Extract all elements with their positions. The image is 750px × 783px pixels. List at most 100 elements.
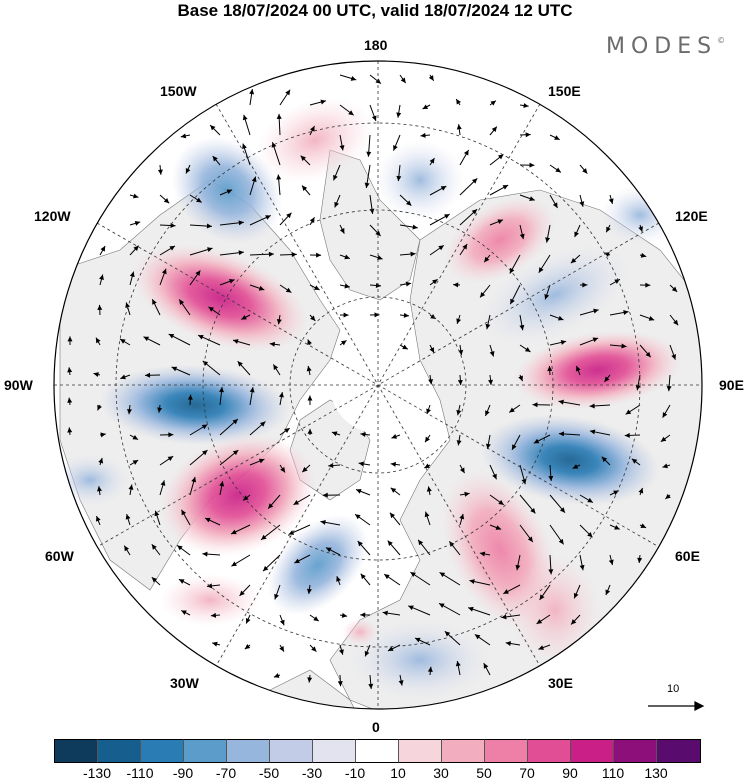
wind-vector-head <box>133 245 139 251</box>
wind-vector-head <box>232 450 239 456</box>
wind-vector-head <box>169 245 175 251</box>
wind-vector-head <box>238 220 244 226</box>
wind-vector-head <box>605 589 611 596</box>
wind-vector-head <box>491 126 497 132</box>
positive-anomaly-cell <box>160 434 316 556</box>
wind-vector-head <box>249 387 255 393</box>
wind-vector-head <box>143 336 150 342</box>
colorbar-swatch <box>570 739 614 763</box>
wind-vector-head <box>218 387 224 393</box>
wind-vector-head <box>244 644 251 650</box>
wind-vector-head <box>474 634 481 640</box>
wind-vector-head <box>322 492 328 498</box>
wind-vector-head <box>459 513 465 520</box>
wind-vector-head <box>284 428 290 434</box>
wind-vector-head <box>132 193 139 199</box>
longitude-label-90e: 90E <box>719 377 744 393</box>
wind-vector-head <box>456 124 462 130</box>
wind-vector-head <box>152 299 157 305</box>
wind-vector-head <box>635 384 641 391</box>
longitude-label-60w: 60W <box>45 548 74 564</box>
wind-vector-head <box>96 486 102 492</box>
positive-anomaly-cell <box>132 244 308 352</box>
wind-vector-head <box>67 367 73 373</box>
colorbar-tick-label: -110 <box>126 765 154 781</box>
wind-vector-head <box>438 245 444 251</box>
wind-vector-head <box>237 361 243 367</box>
colorbar-tick-label: 10 <box>390 765 406 781</box>
wind-vector-head <box>572 464 579 469</box>
wind-vector-head <box>638 487 644 494</box>
wind-vector-head <box>344 283 350 289</box>
wind-vector-head <box>592 337 599 343</box>
wind-vector-head <box>243 495 249 501</box>
wind-vector-head <box>97 404 102 411</box>
wind-vector-head <box>548 569 554 575</box>
wind-vector-head <box>339 649 344 655</box>
wind-vector-head <box>360 573 366 580</box>
wind-vector-head <box>424 511 430 518</box>
wind-vector-head <box>497 219 504 224</box>
wind-vector-head <box>232 339 239 344</box>
wind-vector-head <box>453 282 459 288</box>
wind-vector-head <box>444 214 450 219</box>
wind-vector-head <box>98 457 104 464</box>
wind-vector-head <box>393 145 398 151</box>
wind-vector-head <box>539 594 545 600</box>
wind-vector-head <box>212 641 218 647</box>
wind-vector-head <box>532 402 538 408</box>
graticule <box>54 61 702 709</box>
wind-vector-head <box>202 360 209 366</box>
wind-vector-head <box>95 337 101 344</box>
wind-vector-head <box>428 379 434 385</box>
wind-vector-head <box>552 202 558 208</box>
wind-vector-head <box>662 463 668 469</box>
wind-vector-head <box>124 545 130 552</box>
wind-vector-head <box>157 407 163 413</box>
wind-vector-head <box>503 589 509 594</box>
longitude-label-60e: 60E <box>675 548 700 564</box>
colorbar-tick-label: 130 <box>644 765 668 781</box>
brand-logo: MODES© <box>606 34 726 59</box>
wind-vector-head <box>360 612 366 618</box>
wind-vector-head <box>530 507 536 514</box>
wind-vector-head <box>355 514 361 520</box>
wind-vector-head <box>219 481 225 487</box>
wind-vector-head <box>310 126 315 132</box>
wind-vector-head <box>280 466 286 473</box>
wind-vector-head <box>614 524 620 530</box>
wind-vector-head <box>291 252 297 258</box>
colorbar-swatch <box>527 739 571 763</box>
wind-vector-head <box>456 409 462 416</box>
wind-vector-head <box>604 376 610 382</box>
wind-vector-head <box>300 155 306 161</box>
wind-vector-head <box>662 412 668 418</box>
wind-vector-head <box>333 174 338 181</box>
wind-vector-head <box>502 185 509 190</box>
wind-vector-head <box>279 619 285 626</box>
wind-vector-head <box>488 379 494 385</box>
wind-vector-head <box>471 178 478 184</box>
colorbar-swatch <box>312 739 356 763</box>
wind-vector-head <box>485 323 491 330</box>
wind-vector-head <box>587 497 593 503</box>
wind-vector-head <box>645 282 651 288</box>
wind-vector-head <box>426 486 432 492</box>
colorbar-tick-label: 110 <box>601 765 625 781</box>
wind-vector-head <box>331 431 338 437</box>
wind-vector-head <box>608 559 614 565</box>
wind-vector-head <box>208 306 215 312</box>
wind-vector-head <box>456 318 462 324</box>
wind-vector-head <box>422 104 429 110</box>
wind-vector-head <box>67 397 73 403</box>
wind-vector-head <box>120 374 126 380</box>
wind-vector-head <box>167 456 174 462</box>
wind-vector-head <box>402 344 408 350</box>
longitude-label-90w: 90W <box>4 377 33 393</box>
wind-vector-head <box>426 408 431 415</box>
longitude-label-30w: 30W <box>170 675 199 691</box>
wind-vector-head <box>389 512 396 519</box>
wind-vector-head <box>637 557 643 563</box>
wind-vector-head <box>408 605 414 611</box>
wind-vector-head <box>579 564 585 571</box>
